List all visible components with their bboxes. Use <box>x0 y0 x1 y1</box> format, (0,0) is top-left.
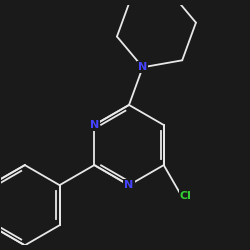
Text: N: N <box>90 120 99 130</box>
Text: Cl: Cl <box>180 191 192 201</box>
Text: N: N <box>138 62 147 72</box>
Text: N: N <box>124 180 134 190</box>
